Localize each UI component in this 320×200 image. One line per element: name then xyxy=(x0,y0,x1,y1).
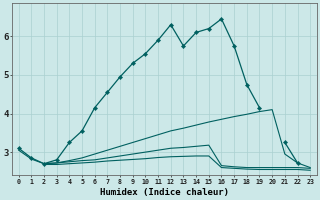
X-axis label: Humidex (Indice chaleur): Humidex (Indice chaleur) xyxy=(100,188,229,197)
